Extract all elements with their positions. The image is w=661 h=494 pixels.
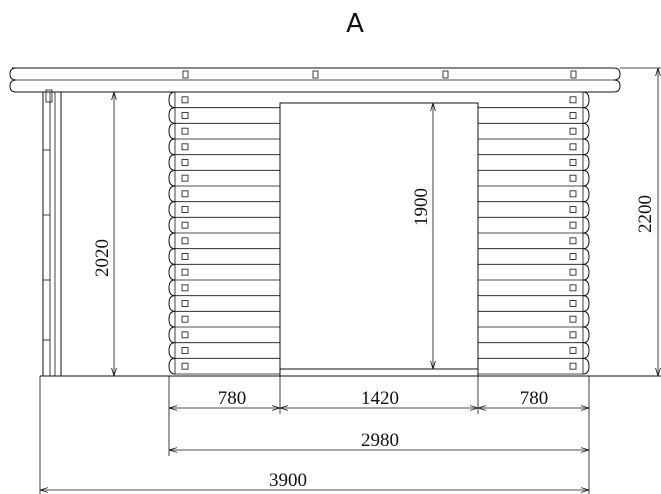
log-row: [168, 279, 590, 297]
log-row: [168, 295, 590, 312]
roof-beam: [9, 67, 621, 93]
log-row: [168, 91, 590, 109]
dim-front-width: 2980: [169, 430, 589, 451]
dim-3900-label: 3900: [269, 470, 307, 491]
view-label: A: [346, 9, 364, 39]
dim-1420-label: 1420: [361, 388, 399, 409]
log-row: [168, 326, 590, 344]
extension-lines: [39, 376, 590, 494]
door-opening: [279, 102, 479, 370]
log-row: [168, 201, 590, 218]
left-post: [42, 89, 62, 377]
log-row: [168, 342, 590, 359]
log-wall: [168, 91, 590, 375]
log-row: [168, 248, 590, 265]
dim-2200-label: 2200: [635, 195, 656, 233]
dim-2020-label: 2020: [92, 239, 113, 277]
dim-side-height: 2020: [92, 92, 114, 376]
dim-2980-label: 2980: [361, 430, 399, 451]
dim-780-right-label: 780: [520, 388, 549, 409]
log-row: [168, 169, 590, 187]
log-row: [168, 138, 590, 156]
log-row: [168, 154, 590, 171]
dim-1900-label: 1900: [411, 188, 432, 226]
log-row: [168, 185, 590, 203]
dim-overall-height: 2200: [620, 67, 661, 376]
dim-780-left-label: 780: [218, 388, 247, 409]
dim-total-width: 3900: [40, 470, 589, 491]
log-row: [168, 357, 590, 375]
log-row: [168, 232, 590, 250]
log-row: [168, 216, 590, 234]
log-row: [168, 107, 590, 124]
dim-row-segments: 780 1420 780: [169, 388, 589, 409]
log-row: [168, 122, 590, 140]
log-row: [168, 263, 590, 281]
dim-door-height: 1900: [411, 103, 433, 369]
log-row: [168, 310, 590, 328]
